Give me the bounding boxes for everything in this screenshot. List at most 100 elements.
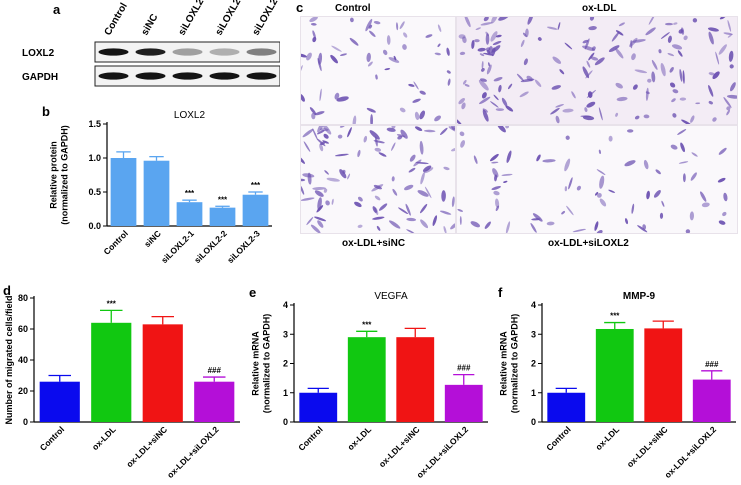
stained-cell — [520, 39, 525, 48]
y-tick-label: 20 — [18, 386, 28, 396]
x-tick-label: ox-LDL — [593, 424, 621, 452]
stained-cell — [523, 58, 528, 66]
stained-cell — [301, 94, 305, 102]
x-tick-label: siNC — [142, 228, 163, 249]
stained-cell — [689, 211, 695, 221]
stained-cell — [388, 57, 400, 63]
stained-cell — [495, 34, 502, 38]
stained-cell — [586, 60, 591, 68]
x-tick-label: ox-LDL — [90, 424, 118, 452]
stained-cell — [672, 113, 677, 118]
stained-cell — [337, 134, 343, 139]
stained-cell — [339, 53, 348, 57]
stained-cell — [372, 216, 385, 220]
stained-cell — [719, 17, 727, 20]
stained-cell — [363, 135, 368, 143]
stained-cell — [615, 30, 624, 36]
x-tick-label: Control — [38, 424, 66, 452]
stained-cell — [451, 126, 455, 131]
western-blot: Control siNC siLOXL2-1 siLOXL2-2 siLOXL2-3 LO… — [22, 0, 280, 87]
bar-siLOXL2-3 — [242, 194, 269, 226]
stained-cell — [682, 173, 686, 183]
stained-cell — [537, 37, 542, 41]
stained-cell — [485, 33, 490, 45]
stained-cell — [552, 56, 562, 64]
stained-cell — [310, 224, 321, 233]
stained-cell — [432, 215, 438, 226]
stained-cell — [434, 52, 441, 56]
stained-cell — [655, 169, 661, 175]
panel-label-b: b — [42, 104, 50, 119]
stained-cell — [618, 22, 625, 27]
panel-label-e: e — [249, 285, 257, 300]
stained-cell — [400, 129, 408, 139]
y-tick-label: 1.0 — [88, 153, 101, 163]
stained-cell — [365, 18, 373, 32]
blot-band — [135, 48, 166, 56]
stained-cell — [718, 147, 727, 155]
stained-cell — [503, 180, 508, 183]
y-tick-label: 3 — [283, 329, 288, 339]
stained-cell — [550, 107, 560, 115]
stained-cell — [306, 52, 312, 61]
stained-cell — [647, 78, 652, 83]
stained-cell — [419, 110, 426, 120]
panel-label-f: f — [498, 285, 503, 300]
stained-cell — [386, 35, 391, 45]
stained-cell — [493, 76, 503, 82]
stained-cell — [491, 17, 498, 24]
stained-cell — [658, 49, 662, 54]
stained-cell — [384, 68, 391, 71]
stained-cell — [669, 66, 674, 73]
stained-cell — [357, 149, 361, 158]
stained-cell — [559, 69, 565, 75]
stained-cell — [493, 94, 499, 101]
y-axis-label-line: (normalized to GAPDH) — [262, 314, 272, 414]
stained-cell — [424, 186, 432, 199]
bar-Control — [39, 381, 80, 422]
stained-cell — [546, 26, 558, 30]
stained-cell — [534, 79, 542, 88]
stained-cell — [439, 210, 452, 215]
stained-cell — [726, 106, 731, 111]
stained-cell — [627, 129, 634, 133]
stained-cell — [659, 212, 664, 219]
stained-cell — [615, 48, 624, 59]
stained-cell — [419, 203, 428, 214]
stained-cell — [726, 109, 730, 116]
stained-cell — [323, 133, 329, 139]
stained-cell — [347, 127, 352, 138]
stained-cell — [495, 205, 500, 212]
bar-Control — [547, 392, 586, 422]
blot-row-label: LOXL2 — [22, 48, 55, 59]
stained-cell — [357, 196, 363, 202]
x-tick-label: Control — [544, 424, 572, 452]
stained-cell — [479, 53, 485, 57]
stained-cell — [413, 81, 419, 90]
stained-cell — [403, 32, 408, 38]
stained-cell — [667, 53, 675, 57]
stained-cell — [546, 221, 555, 226]
stained-cell — [670, 144, 678, 150]
y-axis-label-line: Number of migrated cells/field — [4, 295, 14, 424]
x-tick-label: ox-LDL+siNC — [377, 424, 422, 469]
stained-cell — [457, 118, 462, 124]
stained-cell — [443, 166, 450, 171]
stained-cell — [478, 79, 489, 91]
significance-label: *** — [107, 299, 117, 308]
stained-cell — [339, 169, 347, 179]
bar-Control — [299, 392, 338, 422]
stained-cell — [398, 207, 409, 215]
stained-cell — [369, 130, 380, 140]
stained-cell — [335, 153, 349, 157]
stained-cell — [372, 206, 378, 214]
stained-cell — [690, 172, 697, 181]
stained-cell — [729, 82, 736, 92]
y-tick-label: 1 — [283, 388, 288, 398]
stained-cell — [396, 22, 399, 31]
chart-b-loxl2-protein: LOXL2 0.0 0.5 1.0 1.5 Relative protein(normal… — [49, 110, 272, 265]
stained-cell — [631, 53, 636, 61]
stained-cell — [316, 130, 325, 135]
stained-cell — [671, 44, 683, 50]
stained-cell — [632, 39, 646, 43]
